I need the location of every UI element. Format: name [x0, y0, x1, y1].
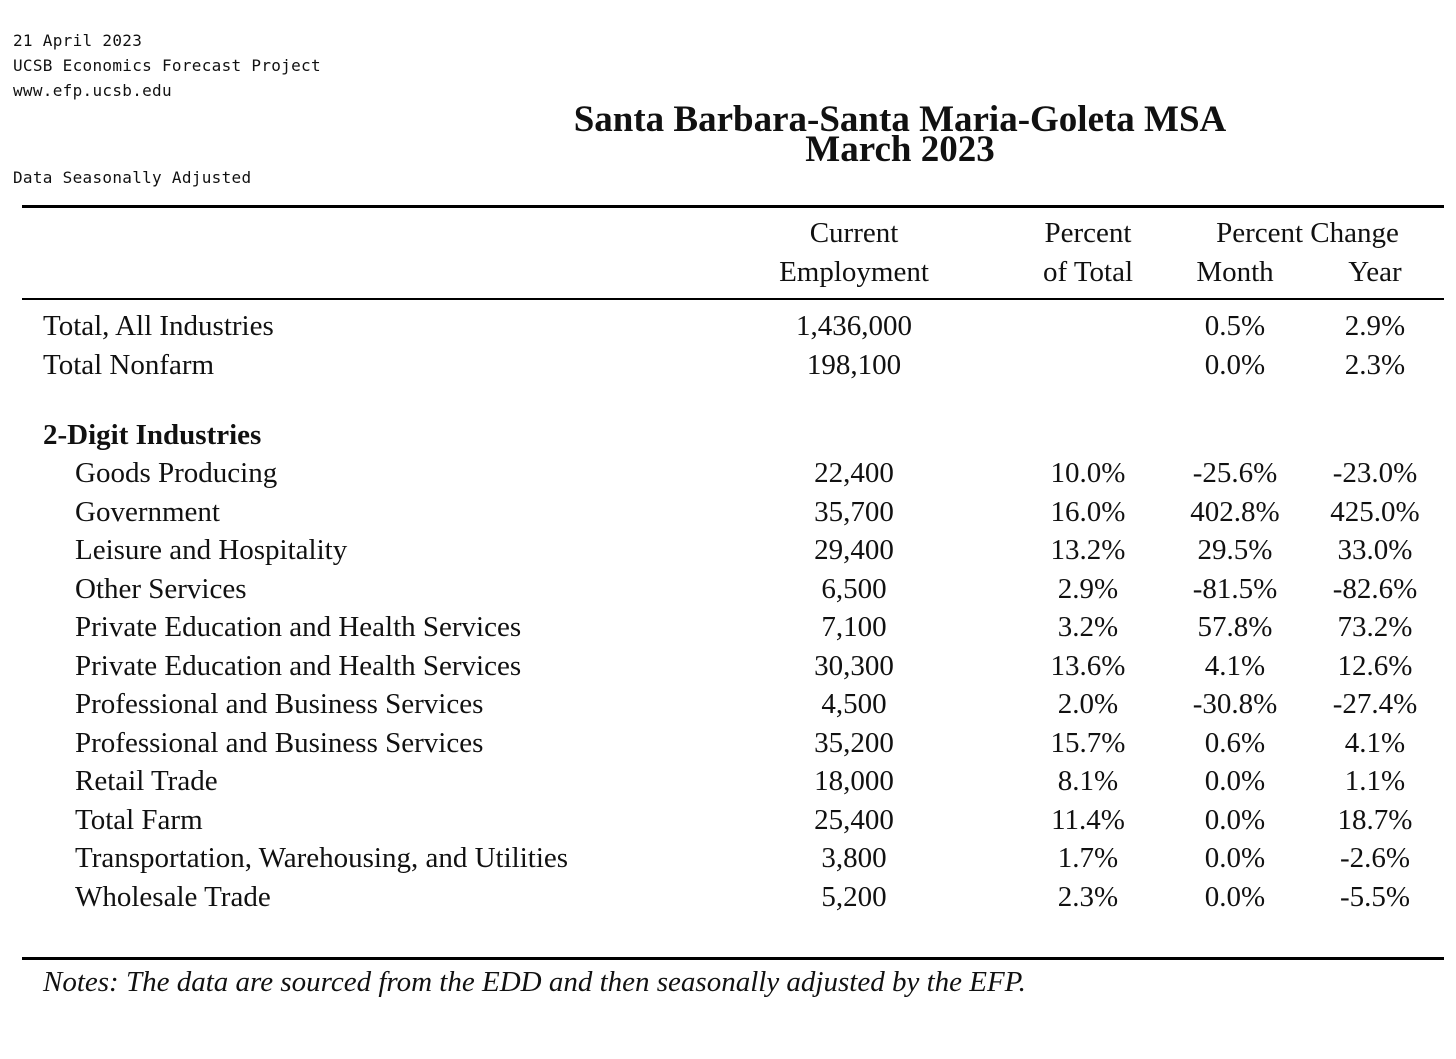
section-title: 2-Digit Industries [43, 419, 262, 451]
percent-total-value: 15.7% [1050, 726, 1126, 759]
header-percent-change: Percent Change [1216, 217, 1399, 249]
month-change-value: 0.0% [1204, 348, 1266, 381]
percent-total-value: 2.3% [1057, 880, 1119, 913]
employment-value: 35,700 [814, 495, 894, 528]
employment-value: 1,436,000 [796, 310, 912, 342]
employment-value: 5,200 [821, 880, 887, 913]
report-date: 21 April 2023 [13, 31, 143, 50]
row-label: Leisure and Hospitality [75, 534, 348, 566]
percent-total-value: 1.7% [1057, 842, 1119, 874]
percent-total-value: 3.2% [1057, 611, 1119, 643]
employment-value: 6,500 [821, 572, 887, 605]
year-change-value: 4.1% [1344, 726, 1406, 759]
percent-total-value: 10.0% [1050, 457, 1126, 489]
row-label: Private Education and Health Services [75, 649, 522, 682]
row-label: Goods Producing [75, 457, 278, 489]
table-top-rule [22, 205, 1444, 208]
row-label: Total Farm [75, 803, 203, 836]
website-url: www.efp.ucsb.edu [13, 81, 172, 100]
report-meta: 21 April 2023 UCSB Economics Forecast Pr… [13, 28, 321, 103]
year-change-value: -5.5% [1339, 880, 1411, 913]
notes: Notes: The data are sourced from the EDD… [43, 966, 1026, 998]
employment-value: 3,800 [821, 842, 887, 874]
row-label: Retail Trade [75, 765, 218, 797]
employment-value: 29,400 [814, 534, 894, 566]
header-month: Month [1196, 256, 1274, 288]
percent-total-value: 2.9% [1057, 572, 1119, 605]
employment-value: 198,100 [806, 348, 902, 381]
row-label: Other Services [75, 572, 247, 605]
year-change-value: -23.0% [1332, 457, 1418, 489]
year-change-value: -2.6% [1339, 842, 1411, 874]
month-change-value: 0.5% [1204, 310, 1266, 342]
page-subtitle: March 2023 [805, 129, 995, 170]
row-label: Total, All Industries [43, 310, 274, 342]
row-label: Total Nonfarm [43, 348, 215, 381]
month-change-value: 0.0% [1204, 803, 1266, 836]
percent-total-value: 8.1% [1057, 765, 1119, 797]
month-change-value: 57.8% [1197, 611, 1273, 643]
percent-total-value: 13.6% [1050, 649, 1126, 682]
year-change-value: -82.6% [1332, 572, 1418, 605]
month-change-value: 0.0% [1204, 765, 1266, 797]
row-label: Government [75, 495, 220, 528]
header-employment-line2: Employment [779, 256, 929, 288]
percent-total-value: 2.0% [1057, 688, 1119, 720]
percent-total-value: 11.4% [1051, 803, 1125, 836]
employment-value: 4,500 [821, 688, 887, 720]
employment-value: 30,300 [814, 649, 894, 682]
month-change-value: 0.0% [1204, 842, 1266, 874]
year-change-value: 1.1% [1344, 765, 1406, 797]
row-label: Professional and Business Services [75, 726, 484, 759]
month-change-value: 0.0% [1204, 880, 1266, 913]
year-change-value: 18.7% [1337, 803, 1413, 836]
percent-total-value: 16.0% [1050, 495, 1126, 528]
month-change-value: 4.1% [1204, 649, 1266, 682]
year-change-value: -27.4% [1332, 688, 1418, 720]
employment-value: 35,200 [814, 726, 894, 759]
year-change-value: 2.9% [1344, 310, 1406, 342]
employment-value: 25,400 [814, 803, 894, 836]
employment-value: 7,100 [821, 611, 887, 643]
year-change-value: 12.6% [1337, 649, 1413, 682]
month-change-value: 0.6% [1204, 726, 1266, 759]
header-year: Year [1348, 256, 1402, 288]
row-label: Transportation, Warehousing, and Utiliti… [75, 842, 569, 874]
year-change-value: 33.0% [1337, 534, 1413, 566]
month-change-value: -30.8% [1192, 688, 1278, 720]
month-change-value: -81.5% [1192, 572, 1278, 605]
month-change-value: -25.6% [1192, 457, 1278, 489]
page-title: Santa Barbara-Santa Maria-Goleta MSA [573, 99, 1227, 140]
row-label: Professional and Business Services [75, 688, 484, 720]
employment-value: 22,400 [814, 457, 894, 489]
row-label: Private Education and Health Services [75, 611, 522, 643]
seasonally-adjusted-note: Data Seasonally Adjusted [13, 168, 252, 187]
year-change-value: 73.2% [1337, 611, 1413, 643]
percent-total-value: 13.2% [1050, 534, 1126, 566]
month-change-value: 402.8% [1190, 495, 1280, 528]
header-employment-line1: Current [809, 217, 899, 249]
table-bottom-rule [22, 957, 1444, 960]
header-percent-total-line1: Percent [1044, 217, 1132, 249]
header-percent-total-line2: of Total [1042, 256, 1134, 288]
month-change-value: 29.5% [1197, 534, 1273, 566]
organization-name: UCSB Economics Forecast Project [13, 56, 321, 75]
employment-value: 18,000 [814, 765, 894, 797]
row-label: Wholesale Trade [75, 880, 271, 913]
year-change-value: 425.0% [1330, 495, 1420, 528]
header-rule [22, 298, 1444, 300]
year-change-value: 2.3% [1344, 348, 1406, 381]
